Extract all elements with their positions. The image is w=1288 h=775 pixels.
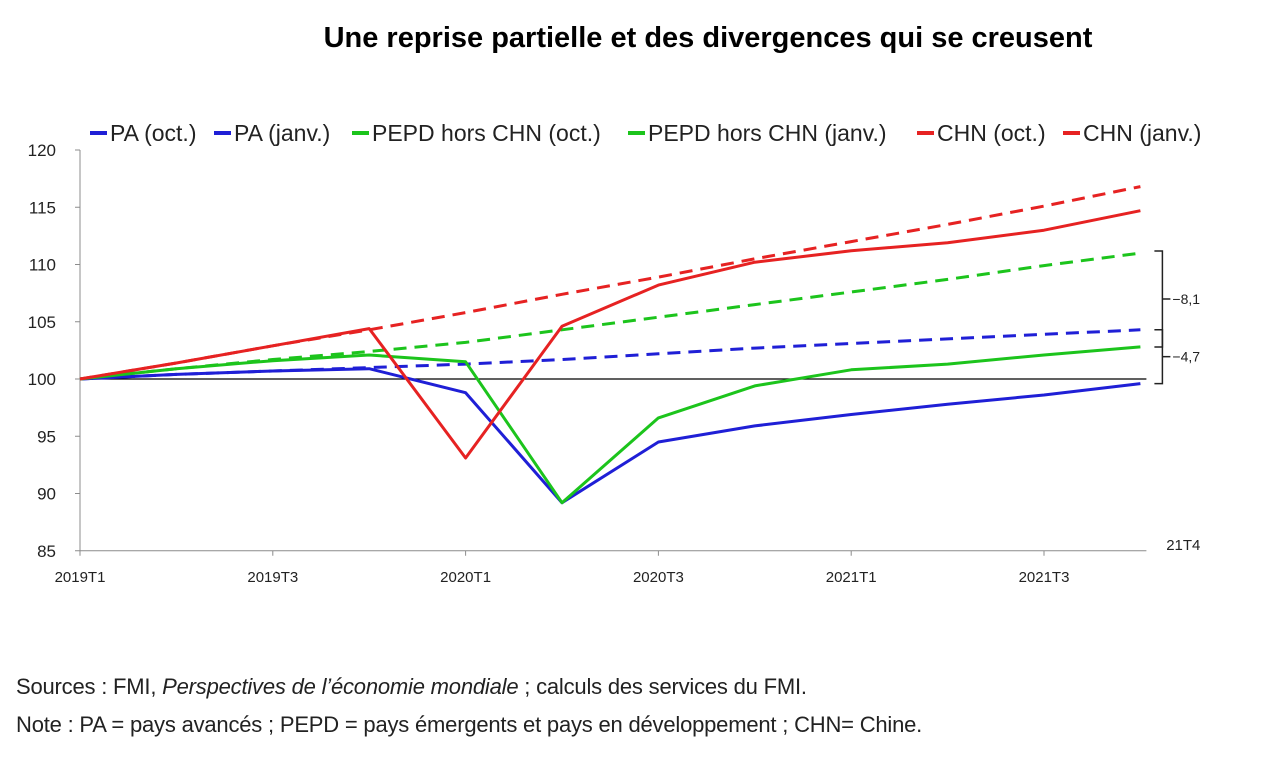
y-tick-label: 85 xyxy=(37,542,56,561)
annotations: −8,1 −4,7 xyxy=(1154,250,1200,385)
series-line-PA (oct.) xyxy=(79,367,1141,505)
legend: PA (oct.) PA (janv.) PEPD hors CHN (oct.) P… xyxy=(90,120,1201,146)
x-tick-label: 2020T1 xyxy=(440,569,491,586)
line-chart: PA (oct.) PA (janv.) PEPD hors CHN (oct.) P… xyxy=(28,120,1202,586)
legend-label: PA (janv.) xyxy=(234,120,330,146)
legend-label: PA (oct.) xyxy=(110,120,197,146)
chart-title: Une reprise partielle et des divergences… xyxy=(323,22,1093,54)
y-tick-label: 95 xyxy=(37,427,56,446)
sources-note: Sources : FMI, Perspectives de l’économi… xyxy=(16,674,807,700)
legend-label: PEPD hors CHN (janv.) xyxy=(648,120,887,146)
y-tick-label: 110 xyxy=(29,256,56,275)
legend-label: CHN (janv.) xyxy=(1083,120,1201,146)
gap-label: −8,1 xyxy=(1172,291,1200,307)
series-line-PEPD hors CHN (oct.) xyxy=(79,345,1141,505)
bracket xyxy=(1154,329,1164,385)
series-lines xyxy=(79,185,1141,505)
sources-title: Perspectives de l’économie mondiale xyxy=(162,674,519,699)
y-tick-label: 120 xyxy=(28,141,56,160)
bracket xyxy=(1154,250,1164,348)
legend-label: CHN (oct.) xyxy=(937,120,1046,146)
x-tick-label: 2019T1 xyxy=(55,569,106,586)
series-line-CHN (janv.) xyxy=(79,185,1141,381)
y-tick-label: 100 xyxy=(28,370,56,389)
axes: 85 90 95 100 105 110 115 120 2019T1 2019T3 2020T1 2… xyxy=(28,141,1201,586)
y-tick-label: 105 xyxy=(28,313,56,332)
series-line-CHN (oct.) xyxy=(79,209,1141,460)
gap-label: −4,7 xyxy=(1172,349,1200,365)
x-tick-label: 2019T3 xyxy=(247,569,298,586)
sources-prefix: Sources : FMI, xyxy=(16,674,163,699)
y-tick-label: 90 xyxy=(37,485,56,504)
sources-suffix: ; calculs des services du FMI. xyxy=(518,674,807,699)
abbreviations-note: Note : PA = pays avancés ; PEPD = pays é… xyxy=(16,712,923,737)
x-end-label: 21T4 xyxy=(1166,537,1200,554)
x-tick-label: 2021T1 xyxy=(826,569,877,586)
x-tick-label: 2020T3 xyxy=(633,569,684,586)
legend-label: PEPD hors CHN (oct.) xyxy=(372,120,601,146)
x-tick-label: 2021T3 xyxy=(1019,569,1070,586)
y-tick-label: 115 xyxy=(29,198,56,217)
